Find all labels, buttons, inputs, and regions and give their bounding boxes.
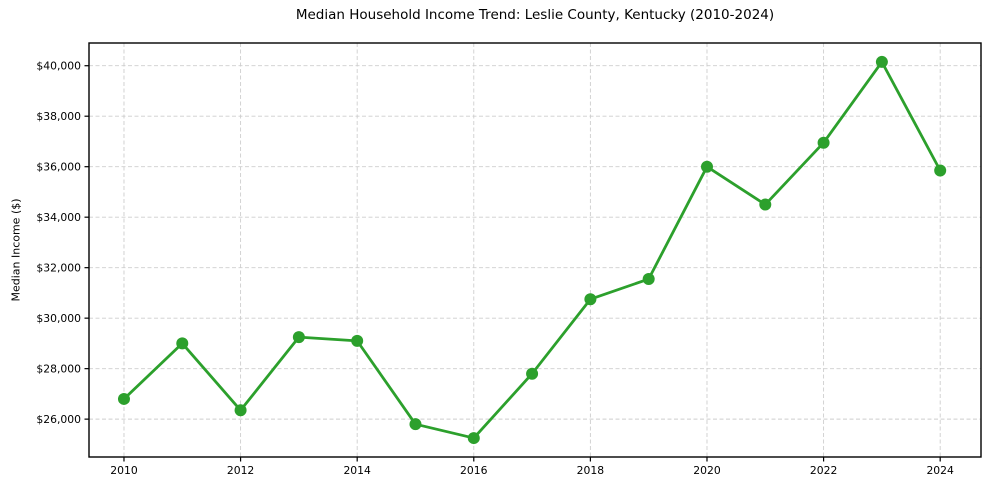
y-tick-label: $28,000 <box>36 362 81 375</box>
y-tick-label: $30,000 <box>36 312 81 325</box>
data-point-2018 <box>584 293 597 306</box>
x-tick-label: 2010 <box>110 464 138 477</box>
y-tick-label: $32,000 <box>36 261 81 274</box>
x-tick-label: 2020 <box>693 464 721 477</box>
y-tick-label: $34,000 <box>36 211 81 224</box>
y-tick-label: $38,000 <box>36 110 81 123</box>
data-point-2014 <box>351 334 364 347</box>
data-point-2019 <box>642 273 655 286</box>
x-tick-label: 2014 <box>343 464 371 477</box>
data-point-2023 <box>875 55 888 68</box>
plot-border <box>88 42 982 458</box>
y-tick-label: $26,000 <box>36 413 81 426</box>
income-trend-line <box>122 60 942 440</box>
chart-title: Median Household Income Trend: Leslie Co… <box>295 7 775 23</box>
y-tick-label: $36,000 <box>36 160 81 173</box>
data-point-2011 <box>176 337 189 350</box>
data-point-2013 <box>292 331 305 344</box>
data-point-2015 <box>409 418 422 431</box>
data-point-2017 <box>526 367 539 380</box>
data-point-2020 <box>700 160 713 173</box>
x-tick-label: 2022 <box>810 464 837 477</box>
data-point-2010 <box>117 392 130 405</box>
x-tick-label: 2016 <box>460 464 488 477</box>
data-point-2024 <box>934 164 947 177</box>
y-tick-label: $40,000 <box>36 60 81 73</box>
data-point-2021 <box>759 198 772 211</box>
data-point-2016 <box>467 432 480 445</box>
x-tick-label: 2024 <box>926 464 954 477</box>
x-tick-label: 2018 <box>577 464 605 477</box>
x-tick-label: 2012 <box>227 464 254 477</box>
data-point-2012 <box>234 404 247 417</box>
data-point-2022 <box>817 136 830 149</box>
